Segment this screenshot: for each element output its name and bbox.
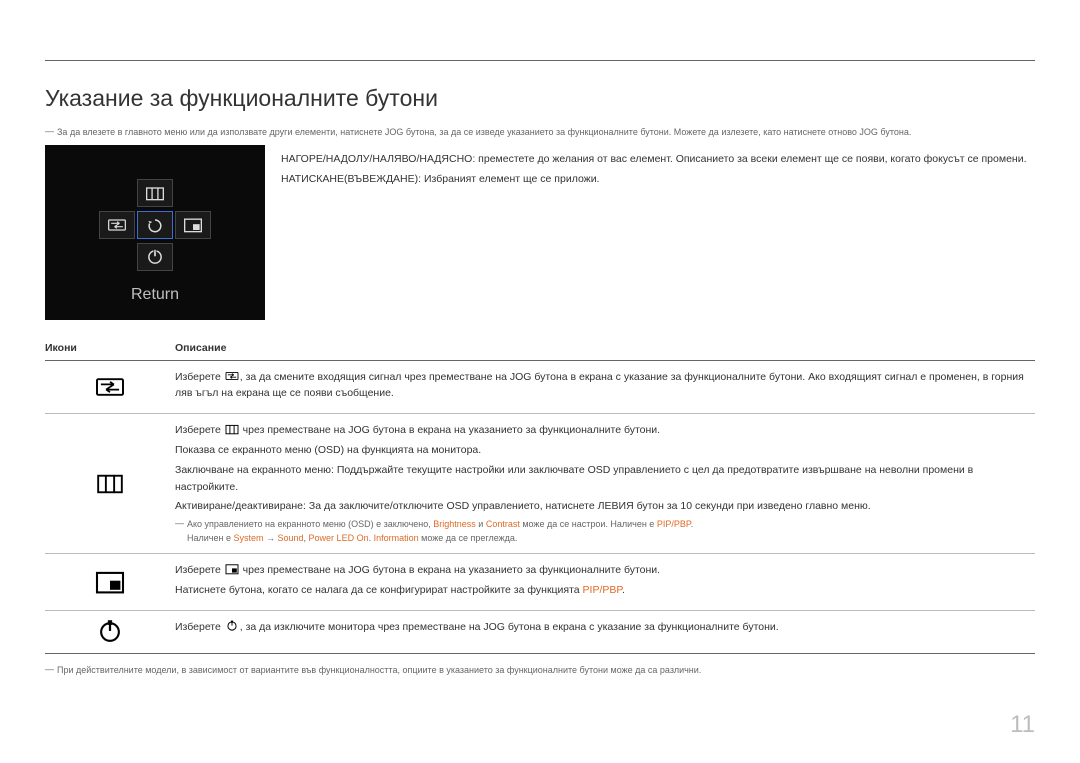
table-row-power: Изберете , за да изключите монитора чрез… (45, 611, 1035, 654)
cell-icon-source (45, 369, 175, 406)
menu-l1a: Изберете (175, 424, 224, 436)
dpad-right[interactable] (175, 211, 211, 239)
intro-note: За да влезете в главното меню или да изп… (45, 126, 1035, 139)
src-text-a: Изберете (175, 371, 224, 383)
th-desc: Описание (175, 342, 1035, 354)
pip-l2b: . (622, 584, 625, 596)
footer-note: При действителните модели, в зависимост … (45, 664, 1035, 677)
pip-l1a: Изберете (175, 564, 224, 576)
page-title: Указание за функционалните бутони (45, 85, 1035, 112)
src-text-b: , за да смените входящия сигнал чрез пре… (175, 371, 1024, 400)
upper-line2: НАТИСКАНЕ(ВЪВЕЖДАНЕ): Избраният елемент … (281, 171, 1035, 188)
table-header: Икони Описание (45, 342, 1035, 361)
cell-desc-source: Изберете , за да смените входящия сигнал… (175, 369, 1035, 406)
pip-l2a: Натиснете бутона, когато се налага да се… (175, 584, 583, 596)
cell-desc-power: Изберете , за да изключите монитора чрез… (175, 619, 1035, 645)
menu-l1b: чрез преместване на JOG бутона в екрана … (240, 424, 660, 436)
osd-return-label: Return (61, 286, 249, 304)
dpad-center[interactable] (137, 211, 173, 239)
cell-icon-power (45, 619, 175, 645)
inline-menu-icon (224, 423, 240, 435)
menu-l3: Заключване на екранното меню: Поддържайт… (175, 462, 1035, 496)
pip-l2hl: PIP/PBP (583, 584, 623, 596)
dpad-down[interactable] (137, 243, 173, 271)
inline-source-icon (224, 370, 240, 382)
table-row-source: Изберете , за да смените входящия сигнал… (45, 361, 1035, 415)
dpad-left[interactable] (99, 211, 135, 239)
menu-note1: Ако управлението на екранното меню (OSD)… (175, 518, 1035, 545)
dpad (97, 167, 213, 283)
pwr-text-b: , за да изключите монитора чрез преместв… (240, 621, 779, 633)
table-row-pip: Изберете чрез преместване на JOG бутона … (45, 554, 1035, 611)
cell-desc-menu: Изберете чрез преместване на JOG бутона … (175, 422, 1035, 545)
menu-l2: Показва се екранното меню (OSD) на функц… (175, 442, 1035, 459)
pwr-text-a: Изберете (175, 621, 224, 633)
cell-icon-pip (45, 562, 175, 602)
pip-l1b: чрез преместване на JOG бутона в екрана … (240, 564, 660, 576)
cell-desc-pip: Изберете чрез преместване на JOG бутона … (175, 562, 1035, 602)
inline-power-icon (224, 620, 240, 632)
top-rule (45, 60, 1035, 61)
osd-panel: Return (45, 145, 265, 320)
menu-l4: Активиране/деактивиране: За да заключите… (175, 498, 1035, 515)
page-number: 11 (1010, 711, 1035, 739)
th-icons: Икони (45, 342, 175, 354)
upper-block: Return НАГОРЕ/НАДОЛУ/НАЛЯВО/НАДЯСНО: пре… (45, 145, 1035, 320)
table-row-menu: Изберете чрез преместване на JOG бутона … (45, 414, 1035, 554)
upper-text: НАГОРЕ/НАДОЛУ/НАЛЯВО/НАДЯСНО: преместете… (281, 145, 1035, 320)
dpad-up[interactable] (137, 179, 173, 207)
inline-pip-icon (224, 563, 240, 575)
upper-line1: НАГОРЕ/НАДОЛУ/НАЛЯВО/НАДЯСНО: преместете… (281, 151, 1035, 168)
icon-table: Икони Описание Изберете , за да смените … (45, 342, 1035, 654)
cell-icon-menu (45, 422, 175, 545)
